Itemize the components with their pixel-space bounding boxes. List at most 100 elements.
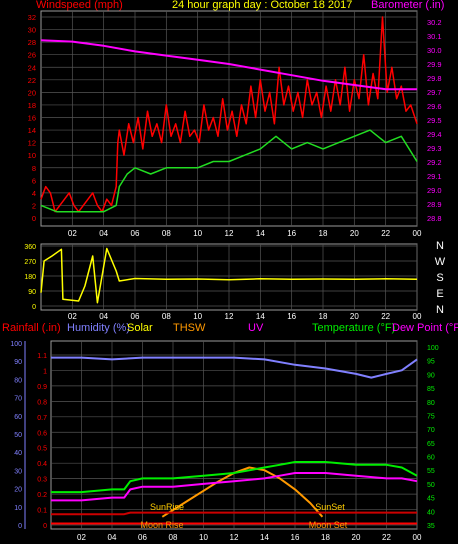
direction-tick-label: 0 [32,304,36,311]
wind-x-tick-label: 12 [225,229,234,238]
series-rain-rate [51,511,417,516]
moonrise-label: Moon Rise [140,520,183,530]
wind-tick-label: 6 [32,176,36,185]
wind-tick-label: 8 [32,164,36,173]
direction-x-tick-label: 16 [287,312,296,321]
direction-x-tick-label: 10 [193,312,202,321]
wind-tick-label: 2 [32,201,36,210]
baro-tick-label: 29.7 [427,88,442,97]
humidity-tick-label: 80 [14,377,22,384]
rain-tick-label: 0.2 [37,492,47,499]
temperature-tick-label: 65 [427,441,435,448]
humidity-tick-label: 90 [14,359,22,366]
direction-tick-label: 90 [28,289,36,296]
temperature-tick-label: 45 [427,496,435,503]
direction-x-tick-label: 22 [381,312,390,321]
temp-x-tick-label: 08 [169,533,178,542]
baro-tick-label: 29.2 [427,158,442,167]
temp-x-tick-label: 06 [138,533,147,542]
rain-tick-label: 1 [43,368,47,375]
rain-y-ticks: 0 0.1 0.2 0.3 0.4 0.5 0.6 0.7 0.8 0.9 1 1.1 [37,353,47,530]
wind-tick-label: 30 [28,26,36,35]
wind-x-tick-label: 20 [350,229,359,238]
series-temperature-f [51,461,418,494]
baro-tick-label: 29.9 [427,60,442,69]
temperature-tick-label: 100 [427,345,439,352]
baro-tick-label: 29.0 [427,186,442,195]
wind-x-tick-label: 08 [162,229,171,238]
baro-y-ticks: 28.8 28.9 29.0 29.1 29.2 29.3 29.4 29.5 29.6 29.7… [427,18,442,223]
temperature-tick-label: 80 [427,400,435,407]
wind-tick-label: 10 [28,151,36,160]
rain-tick-label: 0.6 [37,430,47,437]
humidity-tick-label: 10 [14,505,22,512]
humidity-tick-label: 50 [14,432,22,439]
series-dew-point-f [51,472,418,502]
wind-tick-label: 14 [28,126,36,135]
baro-tick-label: 29.4 [427,130,442,139]
wind-baro-grid [41,11,418,226]
label-dewpoint: Dew Point (°F) [392,322,458,334]
label-rainfall: Rainfall (.in) [2,322,61,334]
temp-x-tick-label: 14 [260,533,269,542]
series-windspeed-mph [40,16,418,213]
temp-x-tick-label: 18 [321,533,330,542]
label-temperature: Temperature (°F) [312,322,395,334]
windspeed-axis-label: Windspeed (mph) [36,0,123,11]
direction-x-tick-label: 04 [99,312,108,321]
direction-tick-label: 270 [24,259,36,266]
baro-tick-label: 29.1 [427,172,442,181]
temp-x-tick-label: 02 [77,533,86,542]
temperature-tick-label: 85 [427,386,435,393]
astro-annotations: SunRise SunSet Moon Rise Moon Set [140,502,347,530]
rain-tick-label: 0 [43,523,47,530]
temperature-tick-label: 70 [427,427,435,434]
rain-tick-label: 0.4 [37,461,47,468]
temperature-tick-label: 90 [427,372,435,379]
direction-tick-label: 180 [24,274,36,281]
wind-tick-label: 20 [28,88,36,97]
temperature-tick-label: 95 [427,359,435,366]
rain-tick-label: 0.1 [37,508,47,515]
direction-x-tick-label: 18 [319,312,328,321]
baro-tick-label: 30.0 [427,46,442,55]
temp-x-tick-label: 04 [108,533,117,542]
wind-tick-label: 26 [28,51,36,60]
temperature-tick-label: 50 [427,482,435,489]
label-humidity: Humidity (%) [67,322,130,334]
baro-tick-label: 30.2 [427,18,442,27]
wind-baro-panel: Windspeed (mph) 24 hour graph day : Octo… [28,0,445,238]
direction-x-tick-label: 06 [131,312,140,321]
wind-x-tick-label: 06 [131,229,140,238]
compass-label: S [436,272,443,284]
wind-tick-label: 18 [28,101,36,110]
direction-x-tick-label: 12 [225,312,234,321]
series-barometer-in [40,39,417,91]
temperature-tick-label: 55 [427,468,435,475]
wind-x-tick-label: 16 [287,229,296,238]
direction-tick-label: 360 [24,244,36,251]
baro-tick-label: 29.6 [427,102,442,111]
wind-x-tick-label: 10 [193,229,202,238]
wind-tick-label: 12 [28,139,36,148]
series-wind-direction [40,247,418,304]
temp-x-tick-label: 22 [382,533,391,542]
wind-x-ticks: 02 04 06 08 10 12 14 16 18 20 22 00 [68,229,422,238]
wind-tick-label: 24 [28,63,36,72]
direction-x-tick-label: 08 [162,312,171,321]
direction-y-ticks: 0 90 180 270 360 [24,244,36,311]
baro-tick-label: 29.8 [427,74,442,83]
humidity-tick-label: 40 [14,450,22,457]
rain-tick-label: 1.1 [37,353,47,360]
label-thsw: THSW [173,322,206,334]
baro-tick-label: 29.3 [427,144,442,153]
baro-tick-label: 28.9 [427,200,442,209]
temp-x-tick-label: 16 [291,533,300,542]
temp-x-tick-label: 00 [413,533,422,542]
direction-x-ticks: 02 04 06 08 10 12 14 16 18 20 22 00 [68,312,422,321]
direction-x-tick-label: 14 [256,312,265,321]
wind-x-tick-label: 04 [99,229,108,238]
